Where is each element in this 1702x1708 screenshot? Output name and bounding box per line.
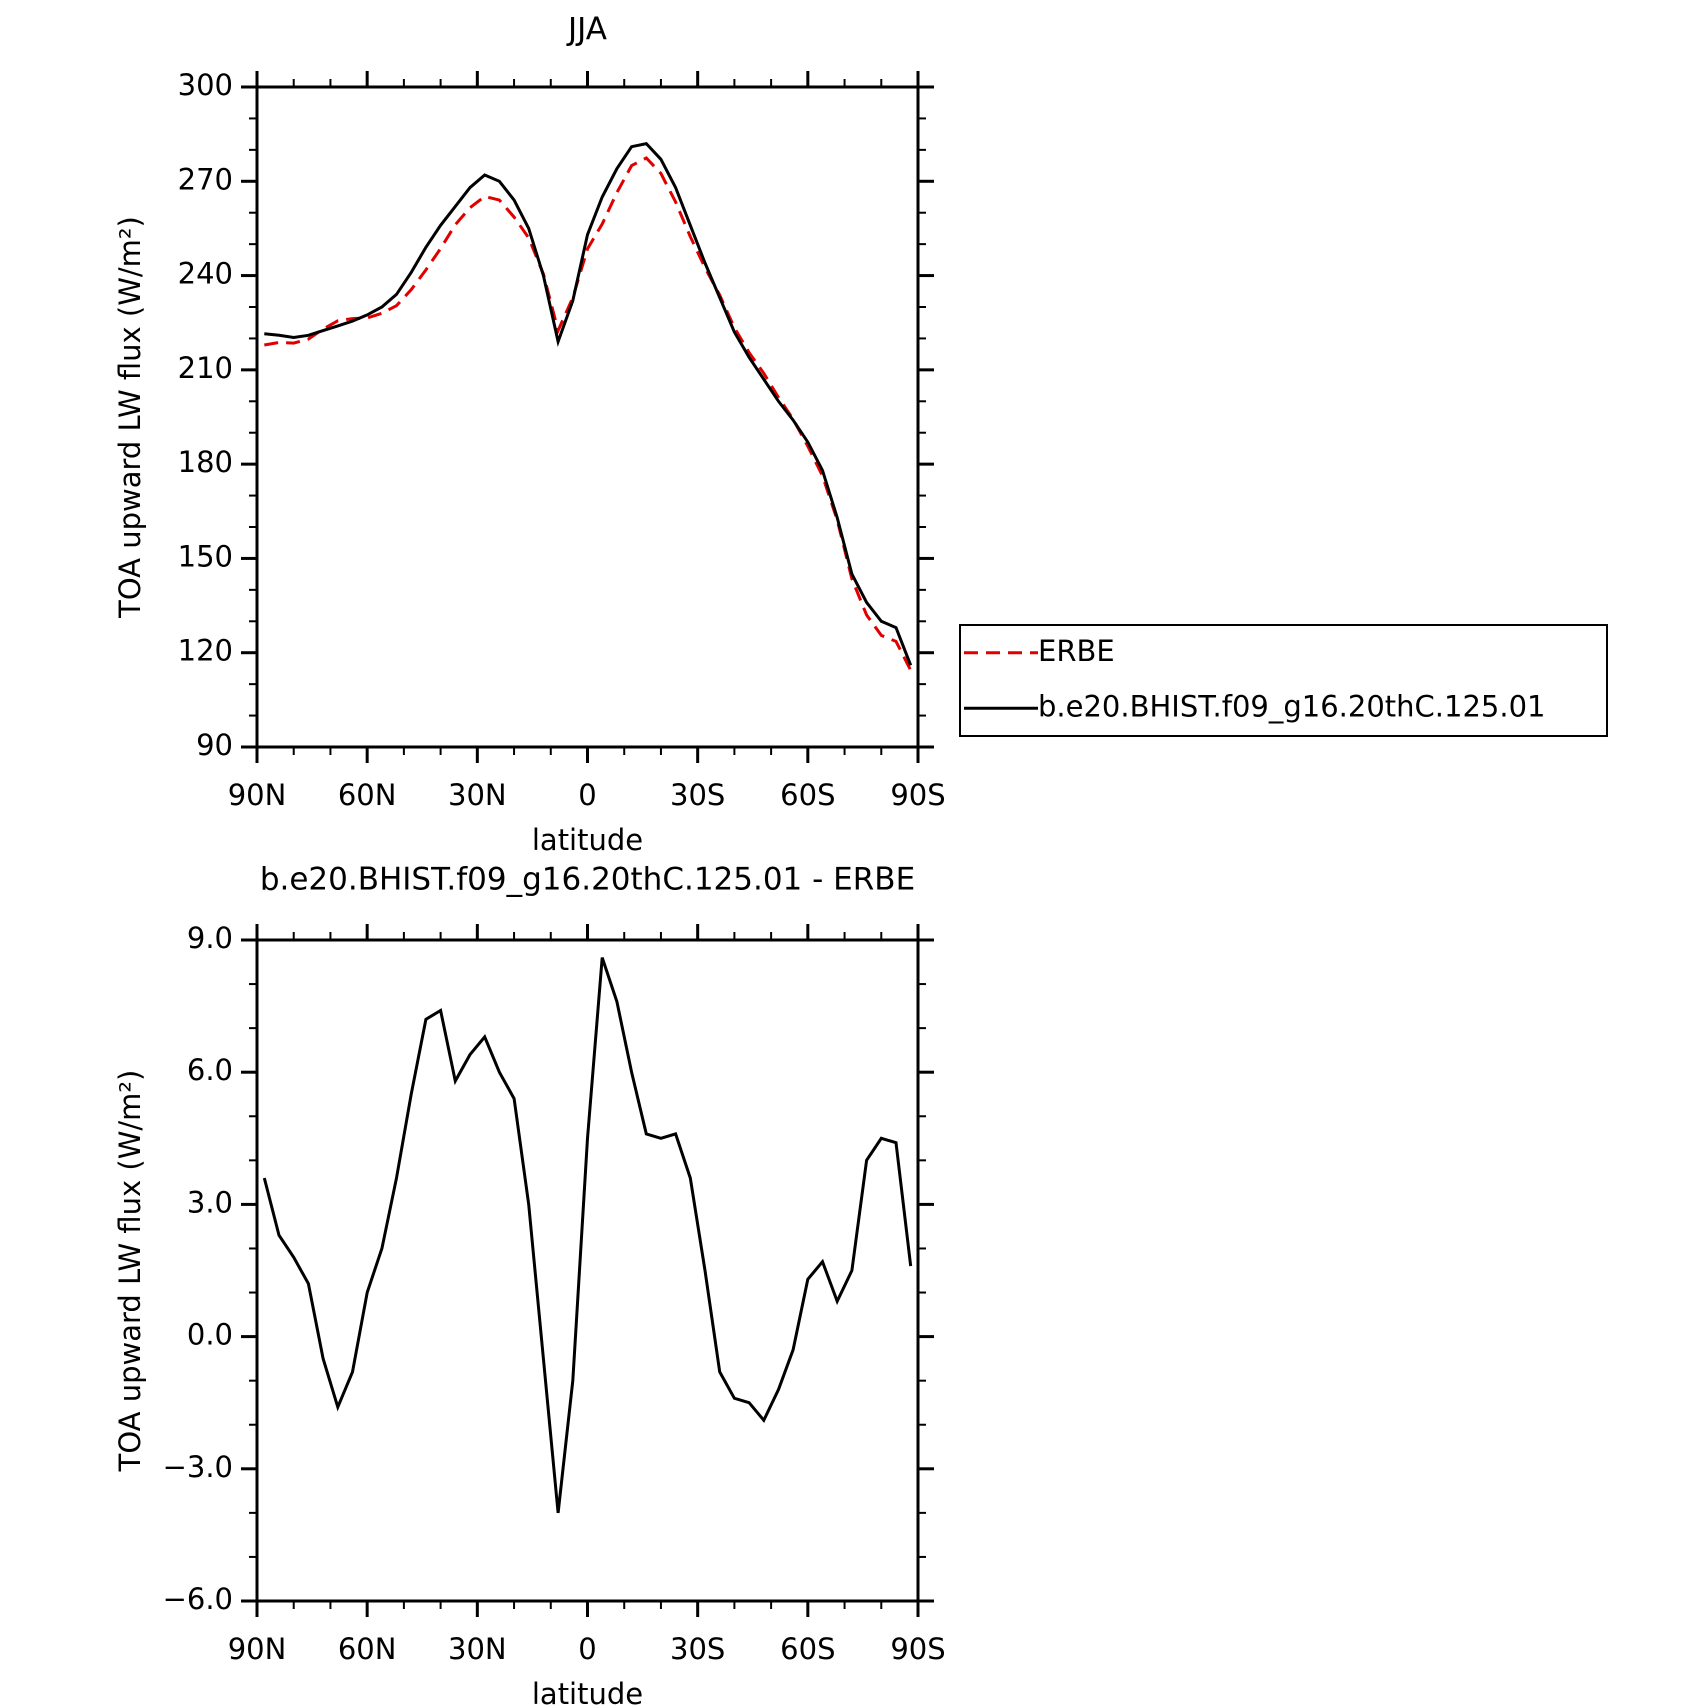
y-tick-label: 270 bbox=[178, 162, 233, 196]
y-tick-label: −6.0 bbox=[163, 1582, 233, 1616]
y-tick-label: 210 bbox=[178, 351, 233, 385]
y-tick-label: 6.0 bbox=[187, 1053, 233, 1087]
legend-label: b.e20.BHIST.f09_g16.20thC.125.01 bbox=[1038, 689, 1545, 723]
y-axis-label: TOA upward LW flux (W/m²) bbox=[113, 216, 147, 619]
y-tick-label: 240 bbox=[178, 257, 233, 291]
chart-title: b.e20.BHIST.f09_g16.20thC.125.01 - ERBE bbox=[260, 862, 915, 898]
y-tick-label: 180 bbox=[178, 445, 233, 479]
legend-box bbox=[959, 624, 1608, 737]
x-tick-label: 30S bbox=[670, 778, 725, 812]
y-tick-label: 120 bbox=[178, 634, 233, 668]
x-tick-label: 60N bbox=[338, 1632, 397, 1666]
data-line bbox=[262, 957, 913, 1514]
x-tick-label: 30N bbox=[448, 1632, 507, 1666]
plot-frame bbox=[255, 938, 920, 1603]
x-tick-label: 90S bbox=[890, 1632, 945, 1666]
chart-title: JJA bbox=[566, 12, 607, 48]
plot-frame bbox=[255, 85, 920, 749]
legend-label: ERBE bbox=[1038, 634, 1115, 668]
y-tick-label: 9.0 bbox=[187, 921, 233, 955]
x-tick-label: 0 bbox=[578, 778, 596, 812]
x-axis-label: latitude bbox=[532, 823, 643, 857]
y-tick-label: 0.0 bbox=[187, 1318, 233, 1352]
x-tick-label: 30S bbox=[670, 1632, 725, 1666]
x-tick-label: 90S bbox=[890, 778, 945, 812]
x-tick-label: 90N bbox=[228, 1632, 287, 1666]
data-line bbox=[264, 141, 913, 666]
x-tick-label: 60S bbox=[780, 778, 835, 812]
data-line bbox=[264, 156, 913, 671]
x-axis-label: latitude bbox=[532, 1677, 643, 1708]
y-tick-label: 300 bbox=[178, 68, 233, 102]
x-tick-label: 0 bbox=[578, 1632, 596, 1666]
x-tick-label: 90N bbox=[228, 778, 287, 812]
x-tick-label: 60N bbox=[338, 778, 397, 812]
y-tick-label: 150 bbox=[178, 539, 233, 573]
y-tick-label: 90 bbox=[196, 728, 233, 762]
y-tick-label: 3.0 bbox=[187, 1185, 233, 1219]
x-tick-label: 60S bbox=[780, 1632, 835, 1666]
x-tick-label: 30N bbox=[448, 778, 507, 812]
y-axis-label: TOA upward LW flux (W/m²) bbox=[113, 1070, 147, 1473]
y-tick-label: −3.0 bbox=[163, 1450, 233, 1484]
